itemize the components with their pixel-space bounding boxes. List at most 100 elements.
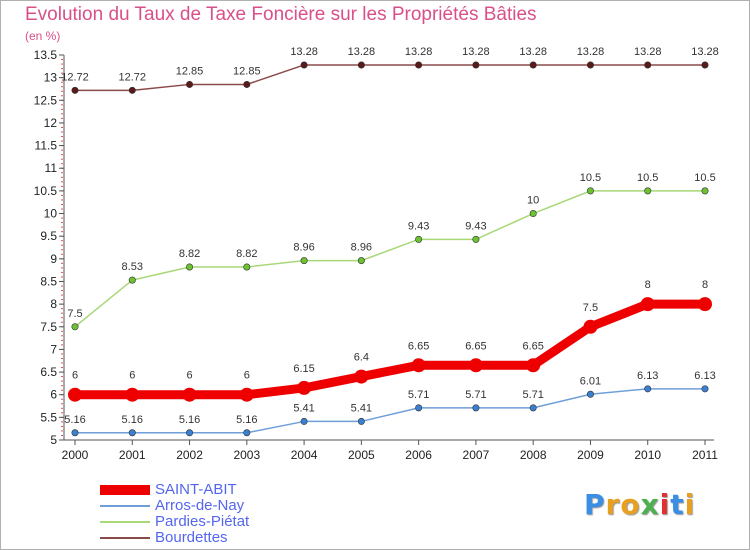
data-point	[415, 61, 423, 69]
data-point	[300, 417, 308, 425]
data-point	[128, 276, 136, 284]
data-point	[644, 385, 652, 393]
data-point	[526, 358, 541, 373]
legend-label: Bourdettes	[155, 529, 228, 546]
data-label: 6.65	[522, 340, 543, 352]
x-tick-label: 2004	[291, 448, 318, 462]
data-label: 6.65	[465, 340, 486, 352]
y-tick-label: 12	[44, 116, 58, 130]
data-point	[354, 369, 369, 384]
y-tick-label: 11.5	[35, 139, 58, 153]
data-label: 5.71	[465, 389, 486, 401]
legend-label: Arros-de-Nay	[155, 497, 245, 514]
data-point	[243, 263, 251, 271]
legend-item: Arros-de-Nay	[100, 498, 300, 514]
data-label: 13.28	[405, 46, 433, 58]
series-line	[74, 190, 706, 328]
data-label: 5.16	[236, 414, 257, 426]
y-tick-label: 6	[50, 388, 57, 402]
data-label: 6	[186, 370, 192, 382]
data-point	[71, 323, 79, 331]
data-point	[415, 404, 423, 412]
data-label: 5.71	[408, 389, 429, 401]
data-point	[644, 61, 652, 69]
data-point	[701, 187, 709, 195]
data-point	[586, 390, 594, 398]
data-label: 13.28	[348, 46, 376, 58]
data-label: 8	[702, 279, 708, 291]
data-label: 10.5	[637, 172, 658, 184]
data-point	[357, 61, 365, 69]
x-tick-label: 2007	[463, 448, 490, 462]
series-line	[74, 64, 706, 92]
data-point	[701, 385, 709, 393]
x-tick-label: 2005	[348, 448, 375, 462]
legend-swatch	[100, 485, 150, 495]
y-tick-label: 8	[50, 297, 57, 311]
data-label: 10.5	[580, 172, 601, 184]
data-label: 7.5	[583, 302, 598, 314]
data-point	[128, 86, 136, 94]
data-point	[300, 257, 308, 265]
data-point	[300, 61, 308, 69]
y-tick-label: 13	[44, 71, 58, 85]
y-tick-label: 6.5	[40, 365, 57, 379]
data-point	[243, 429, 251, 437]
data-labels-layer: 5.16 5.16 5.16 5.16 5.41 5.41 5.71 5.71 5.71 6.01…	[61, 46, 719, 426]
x-tick-label: 2009	[577, 448, 604, 462]
brand-letter: r	[605, 488, 621, 521]
series-line	[70, 299, 710, 400]
data-label: 5.41	[293, 402, 314, 414]
data-label: 6	[72, 370, 78, 382]
legend-item: Bourdettes	[100, 530, 300, 546]
data-label: 6	[244, 370, 250, 382]
x-tick-label: 2002	[176, 448, 203, 462]
data-point	[698, 297, 712, 312]
data-point	[586, 61, 594, 69]
data-label: 6	[129, 370, 135, 382]
data-label: 8.96	[293, 242, 314, 254]
data-point	[71, 429, 79, 437]
legend-swatch	[100, 521, 150, 523]
x-tick-label: 2010	[634, 448, 661, 462]
data-label: 13.28	[691, 46, 719, 58]
data-point	[411, 358, 426, 373]
data-point	[472, 404, 480, 412]
data-label: 8.82	[236, 248, 257, 260]
data-point	[186, 263, 194, 271]
data-label: 12.72	[119, 71, 147, 83]
series-layer	[68, 61, 712, 437]
data-point	[701, 61, 709, 69]
data-label: 13.28	[519, 46, 547, 58]
data-label: 5.16	[64, 414, 85, 426]
data-point	[472, 61, 480, 69]
data-label: 6.4	[354, 352, 369, 364]
data-point	[182, 387, 197, 402]
data-point	[529, 61, 537, 69]
data-label: 5.16	[122, 414, 143, 426]
data-label: 8.53	[122, 261, 143, 273]
brand-letter: o	[620, 488, 641, 521]
data-label: 6.15	[293, 363, 314, 375]
brand-logo: Proxiti	[584, 488, 695, 521]
legend-item: SAINT-ABIT	[100, 482, 300, 498]
brand-letter: i	[659, 488, 671, 521]
y-tick-label: 10.5	[34, 184, 58, 198]
brand-letter: x	[640, 488, 660, 521]
data-point	[468, 358, 483, 373]
y-tick-label: 13.5	[34, 48, 58, 62]
y-tick-label: 8.5	[40, 274, 57, 288]
data-point	[644, 187, 652, 195]
data-point	[640, 297, 655, 312]
data-label: 8.96	[351, 242, 372, 254]
data-point	[586, 187, 594, 195]
data-label: 5.71	[522, 389, 543, 401]
series-line	[74, 388, 706, 434]
y-tick-label: 9	[50, 252, 57, 266]
data-point	[125, 387, 140, 402]
data-point	[415, 235, 423, 243]
data-label: 5.16	[179, 414, 200, 426]
brand-letter: i	[684, 488, 696, 521]
